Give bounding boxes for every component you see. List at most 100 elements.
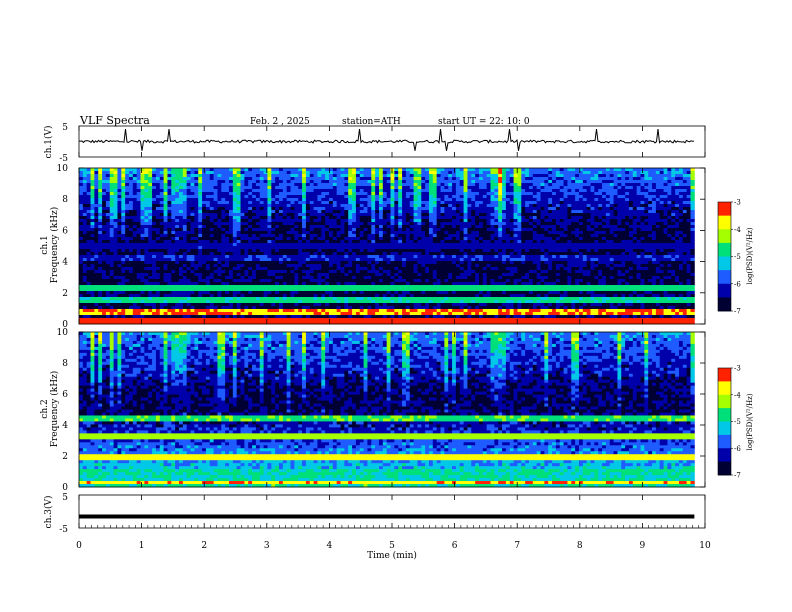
spectrogram-cell [440, 207, 445, 211]
spectrogram-cell [325, 249, 330, 253]
spectrogram-cell [240, 210, 245, 214]
spectrogram-cell [386, 267, 391, 271]
spectrogram-cell [263, 276, 268, 280]
spectrogram-cell [302, 309, 307, 313]
spectrogram-cell [317, 264, 322, 268]
spectrogram-cell [405, 264, 411, 268]
spectrogram-cell [205, 192, 211, 196]
spectrogram-cell [209, 240, 215, 244]
spectrogram-cell [190, 189, 195, 193]
spectrogram-cell [252, 321, 257, 325]
spectrogram-cell [86, 246, 91, 250]
spectrogram-cell [79, 183, 84, 187]
spectrogram-cell [375, 267, 380, 271]
spectrogram-cell [136, 219, 141, 223]
spectrogram-cell [363, 282, 368, 286]
spectrogram-cell [286, 243, 291, 247]
spectrogram-cell [244, 186, 249, 190]
spectrogram-cell [398, 183, 403, 187]
spectrogram-cell [275, 225, 280, 229]
spec1-channel-label: ch.1 [40, 235, 50, 254]
spectrogram-cell [213, 213, 218, 217]
spectrogram-cell [413, 267, 418, 271]
spectrogram-cell [236, 249, 241, 253]
spectrogram-cell [86, 174, 91, 178]
spectrogram-cell [202, 213, 207, 217]
spectrogram-cell [348, 315, 353, 319]
spectrogram-cell [336, 243, 341, 247]
spectrogram-cell [125, 198, 130, 202]
spectrogram-cell [386, 177, 391, 181]
spectrogram-cell [225, 189, 230, 193]
spectrogram-cell [282, 306, 288, 310]
spectrogram-cell [436, 168, 441, 172]
spectrogram-cell [402, 306, 407, 310]
spectrogram-cell [105, 246, 111, 250]
spectrogram-cell [244, 294, 249, 298]
spectrogram-cell [432, 252, 438, 256]
spectrogram-cell [436, 270, 441, 274]
spectrogram-cell [105, 249, 111, 253]
spectrogram-cell [117, 264, 122, 268]
spectrogram-cell [248, 291, 253, 295]
spectrogram-cell [348, 297, 353, 301]
spectrogram-cell [102, 318, 107, 322]
spectrogram-cell [278, 180, 284, 184]
spectrogram-cell [159, 252, 165, 256]
spectrogram-cell [213, 216, 218, 220]
spectrogram-cell [109, 303, 115, 307]
spectrogram-cell [359, 213, 365, 217]
spectrogram-cell [344, 240, 349, 244]
spectrogram-cell [190, 300, 195, 304]
spectrogram-cell [436, 255, 441, 259]
spectrogram-cell [117, 258, 122, 262]
spectrogram-cell [328, 231, 334, 235]
spectrogram-cell [278, 315, 284, 319]
spectrogram-cell [228, 246, 234, 250]
spectrogram-cell [136, 309, 141, 313]
spectrogram-cell [179, 294, 184, 298]
spectrogram-cell [378, 300, 384, 304]
spectrogram-cell [363, 183, 368, 187]
spectrogram-cell [363, 303, 368, 307]
spectrogram-cell [255, 309, 261, 313]
spectrogram-cell [371, 318, 376, 322]
spectrogram-cell [109, 261, 115, 265]
spectrogram-cell [182, 258, 188, 262]
spectrogram-cell [109, 192, 115, 196]
spectrogram-cell [263, 300, 268, 304]
spectrogram-cell [421, 171, 426, 175]
spectrogram-cell [355, 192, 361, 196]
spectrogram-cell [394, 177, 399, 181]
spectrogram-cell [425, 279, 430, 283]
spectrogram-cell [202, 225, 207, 229]
spectrogram-cell [202, 300, 207, 304]
spectrogram-cell [325, 312, 330, 316]
spectrogram-cell [136, 282, 141, 286]
spectrogram-cell [402, 168, 407, 172]
spectrogram-cell [390, 240, 395, 244]
spectrogram-cell [148, 291, 153, 295]
spectrogram-cell [98, 222, 103, 226]
spectrogram-cell [421, 288, 426, 292]
spectrogram-cell [186, 240, 191, 244]
spectrogram-cell [136, 312, 141, 316]
spectrogram-cell [186, 252, 191, 256]
spectrogram-cell [344, 312, 349, 316]
spectrogram-cell [252, 252, 257, 256]
spectrogram-cell [144, 285, 149, 289]
spectrogram-cell [240, 174, 245, 178]
spectrogram-cell [186, 318, 191, 322]
spectrogram-cell [355, 264, 361, 268]
spectrogram-cell [432, 297, 438, 301]
spectrogram-cell [121, 216, 126, 220]
ch1-spectrogram-image [79, 168, 695, 325]
spectrogram-cell [402, 261, 407, 265]
spectrogram-cell [386, 189, 391, 193]
spectrogram-cell [371, 258, 376, 262]
spectrogram-cell [421, 183, 426, 187]
spectrogram-cell [109, 189, 115, 193]
spectrogram-cell [421, 255, 426, 259]
spectrogram-cell [217, 234, 222, 238]
spectrogram-cell [175, 312, 180, 316]
